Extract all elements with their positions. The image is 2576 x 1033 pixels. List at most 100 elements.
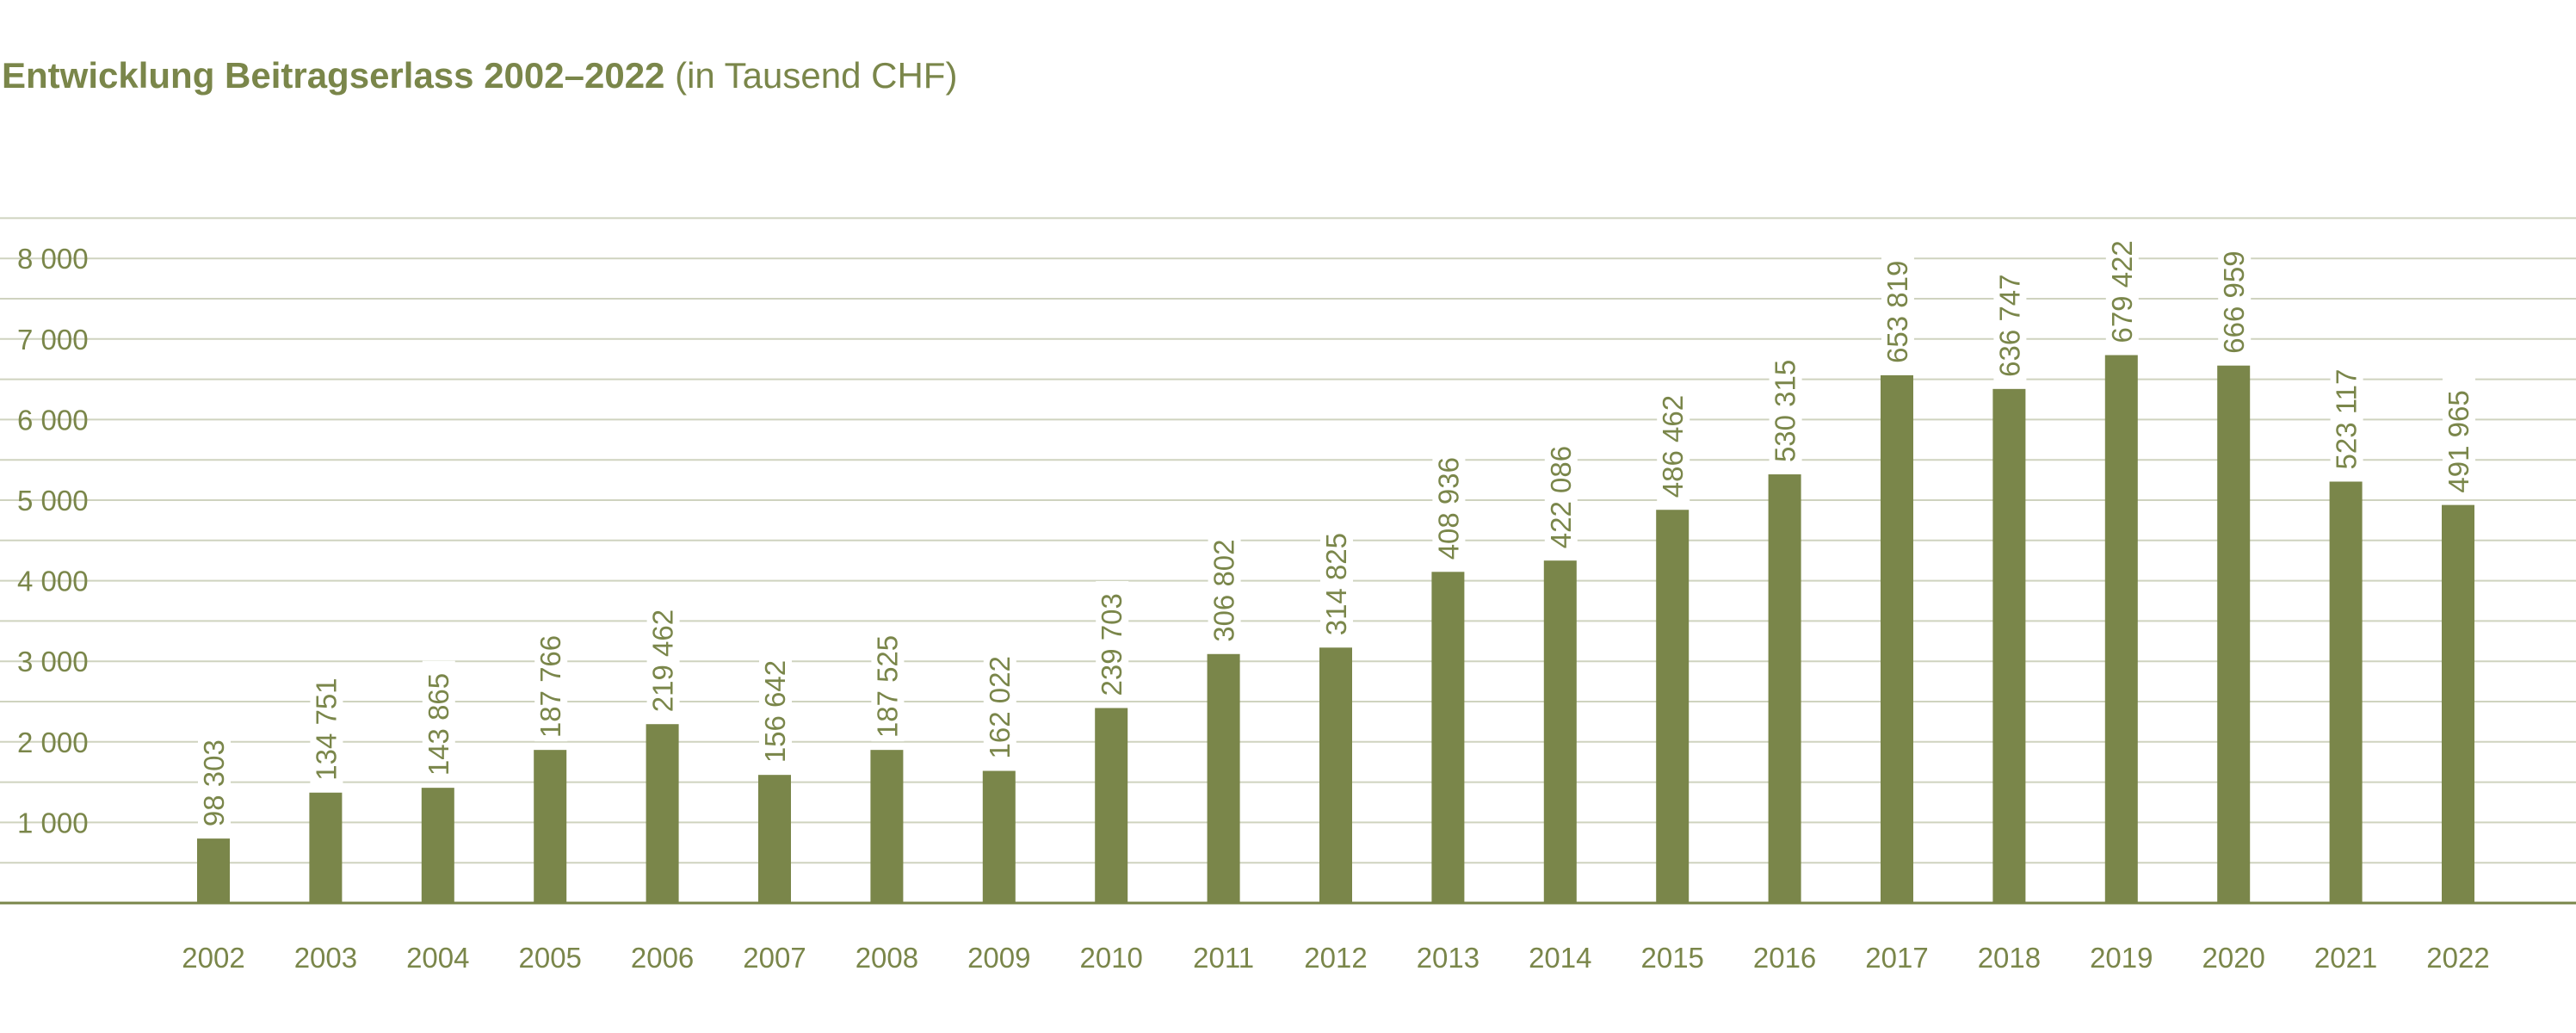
data-label-group: 408 936 <box>1432 444 1466 564</box>
data-label-background <box>1208 527 1241 646</box>
bar <box>534 750 567 903</box>
data-label: 219 462 <box>647 609 679 712</box>
bar <box>2442 504 2474 903</box>
data-label: 134 751 <box>310 677 342 780</box>
data-label-background <box>422 660 455 780</box>
data-label: 486 462 <box>1657 395 1689 498</box>
data-label-background <box>2443 378 2475 497</box>
data-label-group: 306 802 <box>1208 527 1241 646</box>
data-label-background <box>759 647 792 767</box>
x-tick-label: 2006 <box>631 942 694 974</box>
data-label: 408 936 <box>1432 457 1464 560</box>
data-label: 239 703 <box>1096 593 1127 696</box>
data-label: 422 086 <box>1545 446 1577 548</box>
y-tick-label: 2 000 <box>17 727 89 758</box>
data-label-group: 679 422 <box>2105 228 2139 347</box>
bar <box>870 750 904 903</box>
bar <box>1319 647 1352 903</box>
data-label-group: 187 766 <box>534 622 568 742</box>
data-label-background <box>1096 580 1129 700</box>
data-label-group: 636 747 <box>1993 262 2027 380</box>
grid-lines <box>0 217 2576 864</box>
x-tick-label: 2004 <box>406 942 469 974</box>
data-label: 306 802 <box>1208 539 1240 641</box>
x-tick-label: 2014 <box>1529 942 1591 974</box>
data-label-group: 314 825 <box>1320 520 1353 640</box>
bar <box>1768 474 1801 903</box>
x-axis-ticks: 2002 2003 2004 2005 2006 2007 2008 2009 2010 2011… <box>182 942 2489 974</box>
data-label-background <box>871 622 905 742</box>
x-tick-label: 2016 <box>1753 942 1816 974</box>
data-label-background <box>198 727 231 831</box>
bar <box>982 770 1016 903</box>
bar <box>758 775 791 903</box>
x-tick-label: 2019 <box>2090 942 2153 974</box>
chart-title-text: Entwicklung Beitragserlass 2002–2022 <box>2 55 665 96</box>
data-label-background <box>1544 433 1578 553</box>
data-label-group: 156 642 <box>759 647 792 767</box>
bar <box>1656 510 1690 903</box>
bars <box>197 355 2474 903</box>
data-label: 156 642 <box>759 660 791 763</box>
data-label: 143 865 <box>423 673 454 776</box>
y-tick-label: 6 000 <box>17 404 89 436</box>
data-label-background <box>534 622 568 742</box>
data-label-group: 523 117 <box>2330 354 2363 473</box>
data-label-background <box>646 597 680 716</box>
data-label-group: 219 462 <box>646 597 680 716</box>
data-label-background <box>1657 382 1690 502</box>
y-tick-label: 4 000 <box>17 566 89 597</box>
x-tick-label: 2020 <box>2202 942 2264 974</box>
y-tick-label: 5 000 <box>17 485 89 516</box>
data-label-group: 98 303 <box>198 727 231 831</box>
bar <box>1881 374 1913 903</box>
data-label: 491 965 <box>2443 390 2474 492</box>
data-label-background <box>1320 520 1353 640</box>
chart-title: Entwicklung Beitragserlass 2002–2022 (in… <box>2 55 957 96</box>
x-tick-label: 2022 <box>2426 942 2489 974</box>
data-label-group: 486 462 <box>1657 382 1690 502</box>
y-tick-label: 7 000 <box>17 324 89 356</box>
data-label-group: 239 703 <box>1096 580 1129 700</box>
data-label: 666 959 <box>2218 251 2250 353</box>
x-tick-label: 2009 <box>967 942 1030 974</box>
x-tick-label: 2010 <box>1079 942 1142 974</box>
bar <box>1431 572 1465 903</box>
x-tick-label: 2013 <box>1417 942 1480 974</box>
data-label-group: 134 751 <box>310 665 343 784</box>
data-label-group: 162 022 <box>983 643 1016 763</box>
bar <box>2217 365 2251 903</box>
data-label: 187 525 <box>871 635 903 738</box>
data-label-group: 422 086 <box>1544 433 1578 553</box>
data-label-group: 530 315 <box>1769 347 1802 467</box>
data-label: 187 766 <box>534 635 566 738</box>
chart-subtitle: (in Tausend CHF) <box>675 55 958 96</box>
x-tick-label: 2018 <box>1978 942 2041 974</box>
data-label-background <box>2105 228 2139 347</box>
x-tick-label: 2003 <box>294 942 357 974</box>
bar <box>421 788 454 903</box>
x-tick-label: 2008 <box>856 942 918 974</box>
data-label: 314 825 <box>1320 533 1352 635</box>
bar <box>1207 653 1240 903</box>
bar <box>1992 388 2026 903</box>
bar <box>309 792 343 903</box>
bar <box>646 724 679 903</box>
data-label-background <box>1993 262 2027 380</box>
data-label-background <box>310 665 343 784</box>
x-tick-label: 2017 <box>1865 942 1928 974</box>
data-label: 636 747 <box>1993 275 2025 377</box>
data-label: 523 117 <box>2331 369 2363 470</box>
y-tick-label: 1 000 <box>17 807 89 838</box>
data-label-background <box>1769 347 1802 467</box>
data-labels: 98 303 134 751 143 865 187 766 219 462 156 64… <box>198 228 2475 831</box>
data-label-background <box>2218 238 2252 357</box>
x-tick-label: 2015 <box>1640 942 1703 974</box>
data-label-background <box>1881 248 1914 367</box>
bar <box>2104 355 2138 903</box>
data-label-background <box>2330 354 2363 473</box>
x-tick-label: 2012 <box>1304 942 1367 974</box>
y-tick-label: 3 000 <box>17 646 89 677</box>
data-label: 162 022 <box>984 656 1016 758</box>
